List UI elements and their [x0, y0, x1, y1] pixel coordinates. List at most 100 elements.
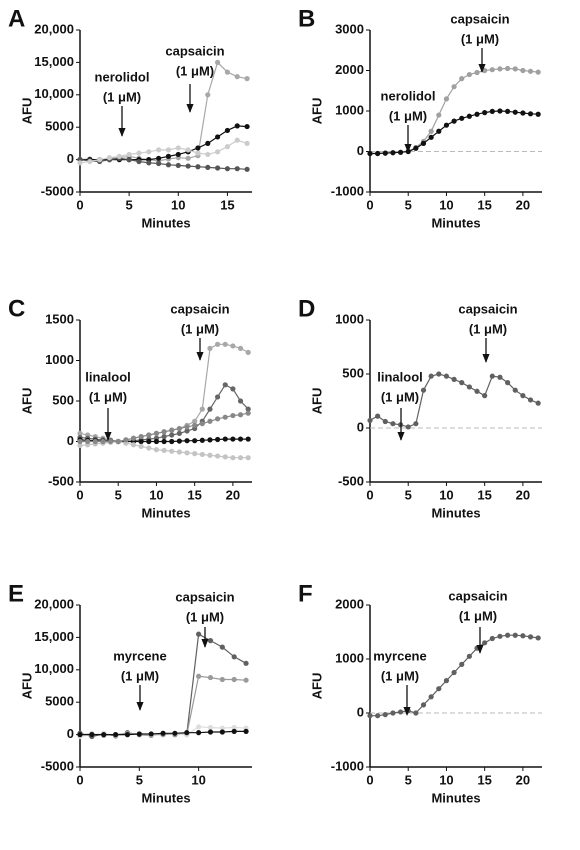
x-tick-label: 5 [405, 197, 412, 212]
y-tick-label: 1000 [335, 311, 364, 326]
data-point [222, 454, 228, 460]
y-tick-label: 5000 [45, 119, 74, 134]
data-point [459, 661, 465, 668]
data-point [199, 437, 205, 443]
data-point [89, 732, 95, 738]
y-axis-label: AFU [19, 673, 34, 700]
data-point [397, 709, 404, 715]
data-point [169, 448, 175, 454]
y-tick-label: -1000 [331, 758, 364, 773]
data-point [420, 702, 427, 708]
data-point [146, 445, 152, 451]
x-axis-label: Minutes [141, 505, 190, 520]
panel-letter: F [298, 580, 313, 607]
annotation: linalool [85, 369, 131, 384]
data-point [192, 418, 198, 424]
data-point [482, 393, 488, 399]
data-point [112, 732, 119, 738]
data-point [489, 67, 495, 73]
data-point [219, 676, 225, 683]
x-tick-label: 20 [516, 487, 530, 502]
data-point [466, 71, 472, 78]
data-point [219, 644, 225, 650]
data-point [130, 442, 137, 448]
data-point [185, 147, 191, 153]
data-point [535, 111, 541, 117]
data-point [520, 110, 526, 116]
data-point [245, 406, 251, 412]
data-point [230, 455, 236, 461]
data-point [165, 147, 172, 153]
data-point [482, 640, 488, 646]
data-point [222, 341, 228, 347]
data-point [413, 421, 419, 427]
data-point [237, 436, 244, 442]
y-tick-label: 0 [357, 704, 364, 719]
x-axis-label: Minutes [141, 215, 190, 230]
data-point [77, 442, 83, 449]
data-point [420, 387, 427, 393]
data-point [436, 371, 442, 377]
data-point [482, 110, 488, 116]
data-point [375, 713, 381, 719]
data-point [237, 455, 244, 461]
data-point [176, 425, 182, 432]
data-point [215, 165, 221, 171]
data-point [176, 430, 182, 436]
data-point [245, 410, 251, 416]
data-point [215, 453, 221, 459]
data-point [512, 109, 518, 115]
data-point [230, 436, 236, 442]
data-point [390, 710, 396, 716]
annotation: capsaicin [175, 589, 234, 604]
data-point [413, 145, 419, 151]
data-point [207, 729, 214, 735]
x-tick-label: 0 [76, 197, 83, 212]
data-point [100, 438, 106, 445]
x-tick-label: 0 [76, 772, 83, 787]
data-point [199, 421, 205, 427]
y-tick-label: 500 [52, 392, 74, 407]
y-tick-label: -5000 [41, 183, 74, 198]
data-point [505, 108, 511, 115]
data-point [497, 633, 503, 639]
data-point [169, 438, 175, 445]
y-tick-label: 3000 [335, 21, 364, 36]
data-point [428, 128, 434, 134]
data-point [195, 145, 201, 151]
data-point [443, 373, 450, 379]
data-point [244, 166, 250, 172]
data-point [184, 730, 190, 736]
panel-letter: C [8, 295, 25, 322]
data-point [375, 150, 381, 157]
annotation: (1 μM) [389, 108, 427, 123]
annotation: (1 μM) [381, 668, 419, 683]
annotation: capsaicin [170, 301, 229, 316]
data-point [234, 137, 240, 143]
data-point [466, 653, 472, 659]
data-point [436, 128, 442, 134]
data-point [156, 147, 162, 153]
data-point [92, 438, 98, 445]
x-tick-label: 5 [115, 487, 122, 502]
data-point [153, 438, 160, 445]
data-point [224, 69, 231, 75]
data-point [126, 151, 132, 158]
data-point [192, 438, 198, 444]
data-point [244, 140, 250, 146]
data-point [527, 634, 534, 640]
data-point [215, 134, 221, 140]
data-point [107, 438, 114, 445]
data-point [489, 373, 495, 379]
data-point [505, 632, 511, 638]
annotation: capsaicin [458, 301, 517, 316]
data-point [505, 65, 511, 72]
data-point [520, 633, 526, 639]
data-point [489, 108, 495, 115]
y-tick-label: 20,000 [34, 596, 74, 611]
y-tick-label: 0 [67, 151, 74, 166]
x-axis-label: Minutes [431, 505, 480, 520]
y-tick-label: 5000 [45, 694, 74, 709]
data-point [527, 111, 534, 117]
